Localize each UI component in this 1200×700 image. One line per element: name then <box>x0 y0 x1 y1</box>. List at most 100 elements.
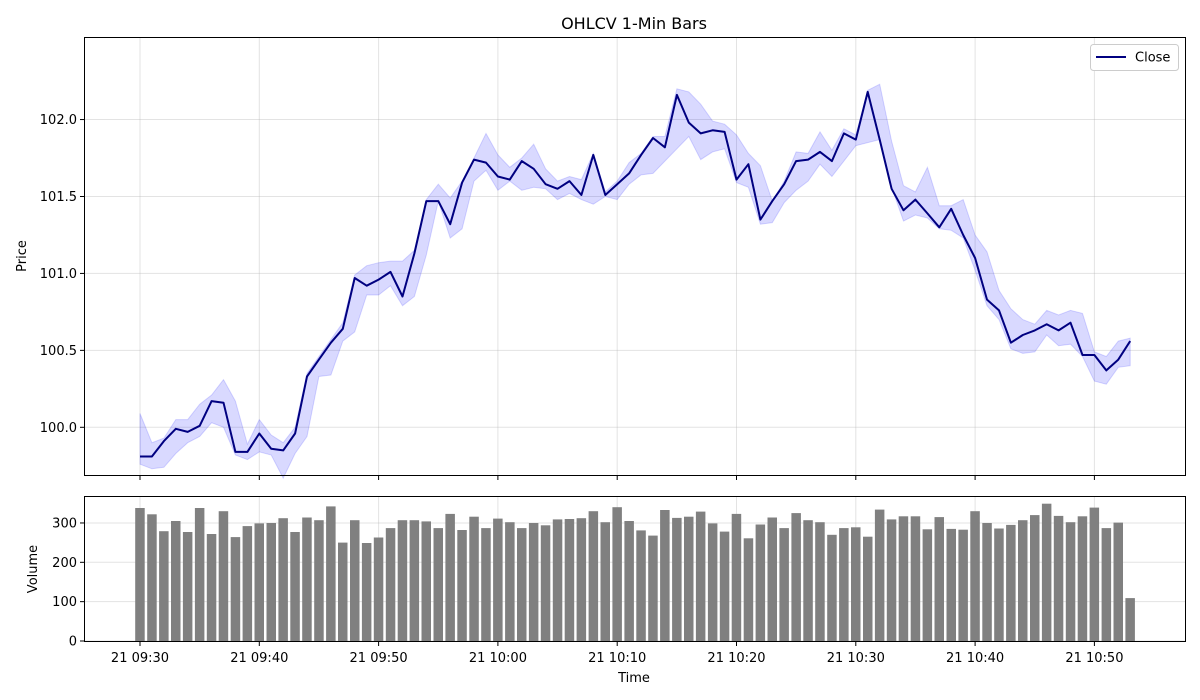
volume-bar <box>326 506 336 641</box>
legend-box <box>1090 44 1179 71</box>
volume-bar <box>624 521 634 641</box>
volume-bar <box>182 532 193 641</box>
volume-bar <box>600 522 610 641</box>
volume-bar <box>1077 516 1088 641</box>
x-tick-label: 21 10:50 <box>1065 651 1123 666</box>
volume-y-ticks: 0 100 200 300 <box>52 516 85 650</box>
volume-bar <box>791 513 801 641</box>
price-y-tick-label: 100.5 <box>40 344 77 359</box>
volume-bar <box>707 523 718 641</box>
volume-y-tick-label: 300 <box>52 516 77 531</box>
volume-bar <box>385 528 396 641</box>
volume-bar <box>171 521 181 641</box>
x-tick-label: 21 10:30 <box>827 651 885 666</box>
volume-bar <box>409 520 420 641</box>
volume-bar <box>421 521 431 641</box>
volume-bar <box>361 543 372 641</box>
price-y-tick-label: 101.5 <box>40 190 77 205</box>
price-x-ticks <box>139 475 1095 480</box>
volume-bar <box>373 537 384 641</box>
volume-bar <box>672 517 682 641</box>
volume-bar <box>1041 503 1052 641</box>
price-y-tick-label: 101.0 <box>40 267 77 282</box>
x-tick-label: 21 10:10 <box>588 651 646 666</box>
volume-y-tick-label: 200 <box>52 556 77 571</box>
price-y-ticks: 100.0 100.5 101.0 101.5 102.0 <box>40 113 85 436</box>
volume-bar <box>350 520 360 641</box>
volume-bar <box>528 523 539 641</box>
volume-bar <box>397 520 408 641</box>
volume-bar <box>206 534 217 641</box>
volume-bar <box>230 537 241 641</box>
volume-bar <box>827 534 837 641</box>
chart-title: OHLCV 1-Min Bars <box>561 14 707 33</box>
volume-bar <box>517 528 527 641</box>
price-gridlines <box>85 38 1185 475</box>
volume-bar <box>767 517 777 641</box>
volume-bar <box>1006 524 1016 641</box>
volume-y-tick-label: 0 <box>69 635 77 650</box>
volume-bar <box>588 511 599 641</box>
volume-bar <box>851 527 861 641</box>
close-line <box>140 90 1132 458</box>
volume-bar <box>314 520 324 641</box>
volume-bar <box>863 536 873 641</box>
volume-bar <box>147 514 157 641</box>
volume-bar <box>743 538 754 641</box>
volume-bars <box>135 503 1135 641</box>
volume-bar <box>660 510 670 641</box>
volume-bar <box>934 517 944 641</box>
volume-bar <box>135 508 145 641</box>
volume-bar <box>469 516 479 641</box>
legend-close-label: Close <box>1135 51 1170 66</box>
price-y-axis-label: Price <box>15 240 30 272</box>
volume-bar <box>648 535 658 641</box>
volume-bar <box>338 542 348 641</box>
volume-x-ticks: 21 09:30 21 09:40 21 09:50 21 10:00 21 10:10… <box>111 641 1123 666</box>
volume-bar <box>755 524 766 641</box>
volume-bar <box>803 520 813 641</box>
volume-bar <box>290 532 300 641</box>
volume-bar <box>218 511 229 641</box>
volume-bar <box>159 531 169 641</box>
volume-bar <box>481 528 491 641</box>
x-tick-label: 21 09:50 <box>350 651 408 666</box>
volume-bar <box>433 528 443 641</box>
volume-bar <box>1089 507 1100 641</box>
volume-bar <box>719 531 730 641</box>
volume-bar <box>505 522 515 641</box>
volume-bar <box>302 517 312 641</box>
volume-bar <box>254 523 264 641</box>
volume-y-tick-label: 100 <box>52 595 77 610</box>
volume-bar <box>493 518 503 641</box>
volume-y-axis-label: Volume <box>26 545 41 593</box>
volume-bar <box>636 530 646 641</box>
volume-bar <box>1125 598 1135 641</box>
volume-bar <box>552 519 563 641</box>
volume-bar <box>1065 522 1076 641</box>
volume-bar <box>815 522 825 641</box>
price-y-tick-label: 102.0 <box>40 113 77 128</box>
x-tick-label: 21 09:30 <box>111 651 169 666</box>
volume-axes-frame <box>84 496 1186 642</box>
volume-bar <box>564 519 575 641</box>
volume-bar <box>982 523 992 641</box>
volume-bar <box>1101 528 1112 641</box>
volume-bar <box>612 507 622 641</box>
volume-bar <box>779 528 789 641</box>
volume-bar <box>576 518 587 641</box>
volume-bar <box>839 528 849 641</box>
volume-bar <box>970 511 980 641</box>
volume-bar <box>695 511 706 641</box>
x-tick-label: 21 10:20 <box>707 651 765 666</box>
volume-bar <box>958 529 968 641</box>
volume-bar <box>278 518 288 641</box>
x-tick-label: 21 09:40 <box>230 651 288 666</box>
volume-bar <box>910 516 921 641</box>
x-axis-label: Time <box>617 671 650 686</box>
volume-bar <box>1030 515 1040 641</box>
volume-bar <box>994 528 1004 641</box>
volume-bar <box>684 516 694 641</box>
price-axes-frame <box>84 37 1186 476</box>
